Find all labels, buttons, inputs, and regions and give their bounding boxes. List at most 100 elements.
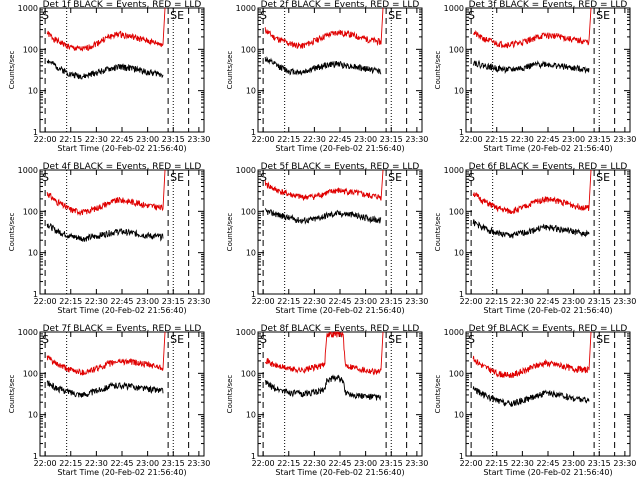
- chart-panel-4: Det 4f BLACK = Events, RED = LLD 1 10 100 10…: [8, 162, 210, 315]
- plot-frame: [39, 331, 205, 457]
- y-tick-label: 1: [33, 452, 38, 461]
- series-line-events-black: [472, 59, 590, 75]
- y-tick-label: 1: [33, 290, 38, 299]
- series-line-events-black: [264, 374, 382, 401]
- chart-panel-6: Det 6f BLACK = Events, RED = LLD 1 10 100 10…: [434, 162, 636, 315]
- x-tick-label: 22:45: [328, 459, 351, 468]
- y-tick-label: 1: [33, 128, 38, 137]
- chart-title: Det 5f BLACK = Events, RED = LLD: [261, 162, 420, 172]
- x-tick-label: 22:45: [110, 297, 133, 306]
- y-tick-label: 100: [449, 369, 464, 378]
- chart-title: Det 2f BLACK = Events, RED = LLD: [261, 0, 420, 10]
- marker-label-se: SE: [596, 171, 610, 184]
- y-tick-label: 100: [23, 45, 38, 54]
- y-tick-label: 10: [246, 249, 256, 258]
- y-tick-label: 1000: [236, 328, 256, 337]
- marker-label-s: S: [468, 171, 475, 184]
- x-tick-label: 22:15: [485, 135, 508, 144]
- x-axis-label: Start Time (20-Feb-02 21:56:40): [57, 468, 186, 477]
- x-tick-label: 22:30: [511, 135, 534, 144]
- x-axis-label: Start Time (20-Feb-02 21:56:40): [483, 306, 612, 315]
- y-axis-label: Counts/sec: [434, 213, 442, 252]
- x-tick-label: 22:30: [303, 459, 326, 468]
- series-line-lld-red: [264, 169, 384, 201]
- y-tick-label: 1000: [236, 4, 256, 13]
- series-line-lld-red: [472, 331, 592, 379]
- y-tick-label: 10: [246, 411, 256, 420]
- chart-panel-5: Det 5f BLACK = Events, RED = LLD 1 10 100 10…: [226, 162, 428, 315]
- y-axis-label: Counts/sec: [8, 375, 16, 414]
- y-tick-label: 10: [28, 411, 38, 420]
- x-tick-label: 23:00: [136, 459, 159, 468]
- series-line-events-black: [472, 219, 590, 239]
- y-tick-label: 100: [449, 207, 464, 216]
- marker-label-s: S: [468, 9, 475, 22]
- x-tick-label: 22:45: [536, 459, 559, 468]
- y-tick-label: 1: [459, 452, 464, 461]
- x-tick-label: 23:00: [562, 135, 585, 144]
- x-axis-label: Start Time (20-Feb-02 21:56:40): [57, 144, 186, 153]
- y-tick-label: 1000: [444, 166, 464, 175]
- series-line-events-black: [472, 386, 590, 407]
- x-tick-label: 23:15: [380, 135, 403, 144]
- chart-panel-1: Det 1f BLACK = Events, RED = LLD 1 10 100 10…: [8, 0, 210, 153]
- x-tick-label: 23:30: [405, 297, 428, 306]
- x-tick-label: 23:30: [613, 135, 636, 144]
- y-tick-label: 1000: [18, 166, 38, 175]
- chart-panel-7: Det 7f BLACK = Events, RED = LLD 1 10 100 10…: [8, 324, 210, 477]
- y-tick-label: 10: [28, 87, 38, 96]
- chart-title: Det 9f BLACK = Events, RED = LLD: [469, 324, 628, 334]
- chart-title: Det 6f BLACK = Events, RED = LLD: [469, 162, 628, 172]
- x-tick-label: 22:00: [34, 297, 57, 306]
- x-tick-label: 23:15: [588, 297, 611, 306]
- marker-label-s: S: [42, 171, 49, 184]
- y-tick-label: 10: [454, 411, 464, 420]
- marker-label-s: S: [42, 9, 49, 22]
- x-tick-label: 22:00: [252, 459, 275, 468]
- marker-label-se: SE: [388, 333, 402, 346]
- chart-title: Det 4f BLACK = Events, RED = LLD: [43, 162, 202, 172]
- chart-panel-3: Det 3f BLACK = Events, RED = LLD 1 10 100 10…: [434, 0, 636, 153]
- y-tick-label: 1000: [18, 4, 38, 13]
- y-tick-label: 1: [251, 128, 256, 137]
- y-tick-label: 1000: [18, 328, 38, 337]
- y-axis-label: Counts/sec: [226, 213, 234, 252]
- x-tick-label: 23:00: [562, 297, 585, 306]
- marker-label-se: SE: [596, 9, 610, 22]
- plot-frame: [257, 7, 423, 133]
- x-tick-label: 22:45: [110, 459, 133, 468]
- marker-label-s: S: [260, 9, 267, 22]
- x-tick-label: 23:00: [562, 459, 585, 468]
- x-tick-label: 22:30: [303, 135, 326, 144]
- series-line-events-black: [46, 222, 164, 242]
- x-tick-label: 23:30: [613, 459, 636, 468]
- x-tick-label: 23:15: [588, 459, 611, 468]
- x-axis-label: Start Time (20-Feb-02 21:56:40): [275, 306, 404, 315]
- x-tick-label: 22:15: [59, 297, 82, 306]
- y-tick-label: 1: [251, 290, 256, 299]
- y-tick-label: 10: [246, 87, 256, 96]
- marker-label-s: S: [42, 333, 49, 346]
- x-tick-label: 22:30: [85, 297, 108, 306]
- x-tick-label: 22:00: [252, 297, 275, 306]
- x-tick-label: 22:45: [328, 297, 351, 306]
- marker-label-se: SE: [170, 333, 184, 346]
- y-tick-label: 1: [251, 452, 256, 461]
- series-line-lld-red: [264, 330, 384, 376]
- x-tick-label: 23:15: [162, 297, 185, 306]
- chart-title: Det 1f BLACK = Events, RED = LLD: [43, 0, 202, 10]
- x-tick-label: 23:30: [187, 135, 210, 144]
- y-axis-label: Counts/sec: [8, 51, 16, 90]
- marker-label-s: S: [260, 171, 267, 184]
- marker-label-se: SE: [170, 9, 184, 22]
- chart-title: Det 7f BLACK = Events, RED = LLD: [43, 324, 202, 334]
- x-tick-label: 23:15: [380, 459, 403, 468]
- x-tick-label: 23:00: [354, 459, 377, 468]
- x-tick-label: 23:30: [405, 459, 428, 468]
- y-tick-label: 10: [28, 249, 38, 258]
- marker-label-s: S: [260, 333, 267, 346]
- series-line-lld-red: [264, 7, 384, 49]
- x-tick-label: 22:30: [511, 297, 534, 306]
- plot-frame: [257, 331, 423, 457]
